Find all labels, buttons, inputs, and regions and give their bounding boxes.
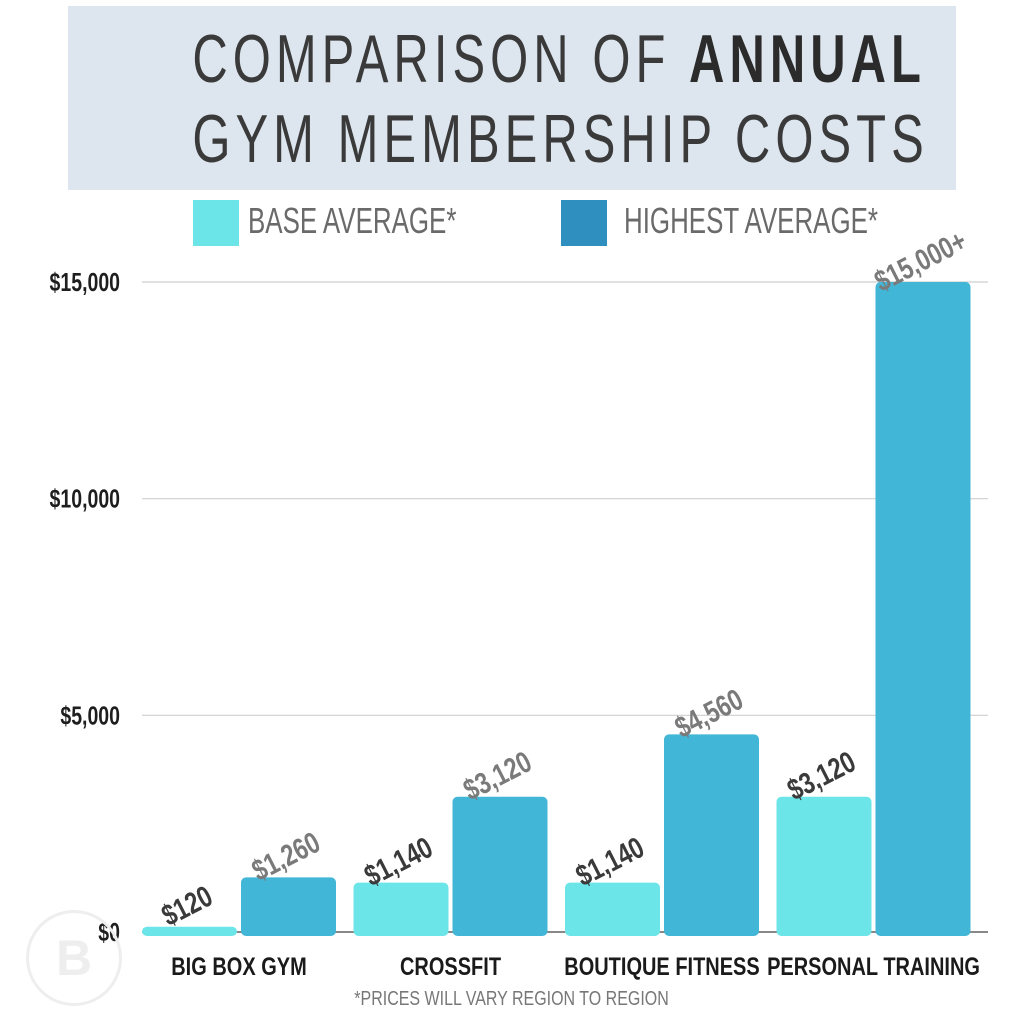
bar	[452, 796, 548, 936]
bar	[664, 734, 759, 936]
chart-title-line-2: GYM MEMBERSHIP COSTS	[192, 101, 929, 177]
y-tick-label: $15,000	[50, 267, 120, 296]
bar	[353, 882, 449, 936]
legend-label-base: BASE AVERAGE*	[248, 200, 457, 241]
bar	[776, 796, 872, 936]
footnote-text: *PRICES WILL VARY REGION TO REGION	[354, 988, 670, 1010]
legend-swatch-base	[193, 200, 239, 246]
bar	[241, 877, 336, 936]
x-category-label: CROSSFIT	[400, 953, 501, 981]
legend-swatch-highest	[561, 200, 607, 246]
bar	[142, 926, 237, 936]
title-banner: COMPARISON OF ANNUAL GYM MEMBERSHIP COST…	[68, 6, 956, 190]
title-bold-word: ANNUAL	[689, 21, 926, 97]
title-prefix: COMPARISON OF	[192, 21, 690, 97]
bar	[875, 282, 971, 936]
legend-label-highest: HIGHEST AVERAGE*	[624, 200, 879, 241]
footnote: *PRICES WILL VARY REGION TO REGION	[0, 988, 1024, 1011]
bar	[565, 882, 660, 936]
x-category-label: PERSONAL TRAINING	[767, 953, 980, 981]
y-tick-label: $5,000	[60, 701, 120, 730]
x-category-label: BOUTIQUE FITNESS	[564, 953, 759, 981]
brand-logo: B	[26, 910, 122, 1006]
chart-title-line-1: COMPARISON OF ANNUAL	[192, 20, 921, 98]
data-label: $120	[156, 879, 218, 932]
y-tick-label: $10,000	[50, 484, 120, 513]
x-category-label: BIG BOX GYM	[171, 953, 306, 981]
